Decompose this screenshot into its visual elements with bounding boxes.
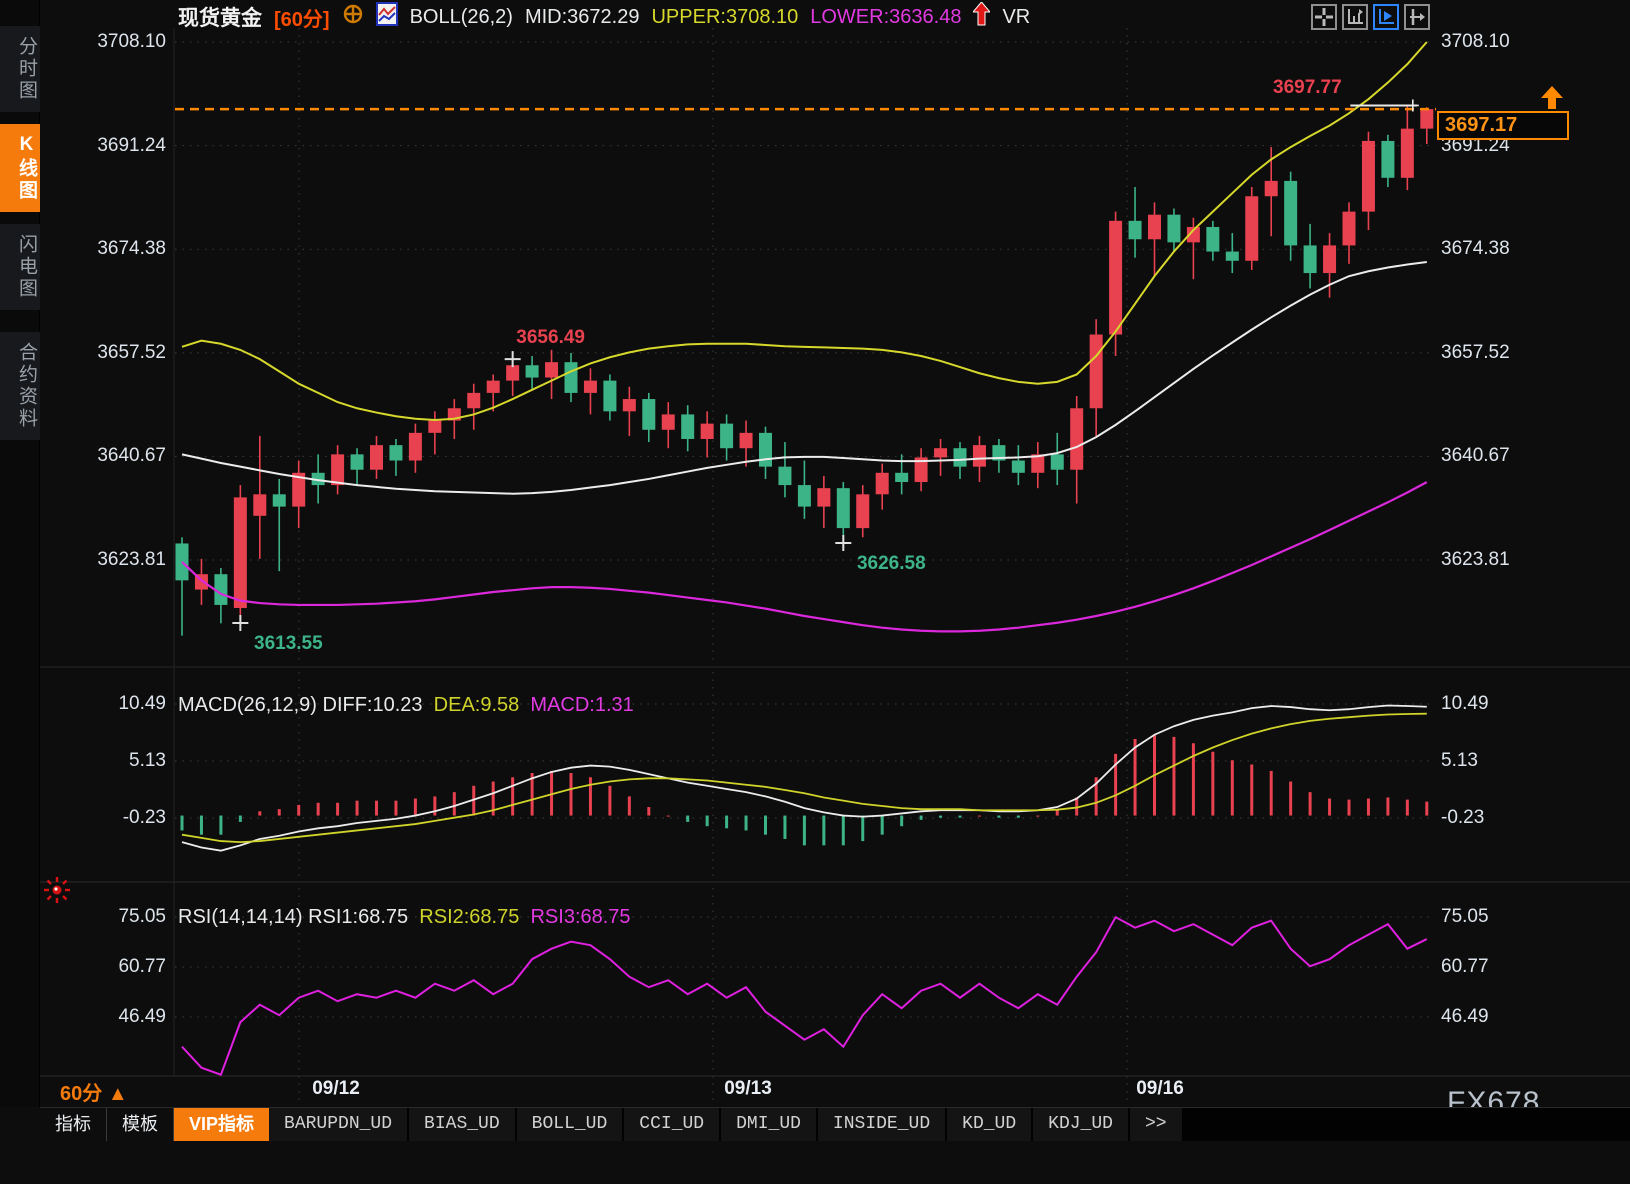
tab-cci-ud[interactable]: CCI_UD <box>624 1108 720 1141</box>
tab-inside-ud[interactable]: INSIDE_UD <box>817 1108 946 1141</box>
move-crosshair-icon[interactable] <box>1311 4 1337 30</box>
axis-scale-icon[interactable] <box>1342 4 1368 30</box>
timeframe-up-triangle-icon: ▲ <box>107 1083 128 1105</box>
tab-指标[interactable]: 指标 <box>40 1108 107 1141</box>
axis-play-icon[interactable] <box>1373 4 1399 30</box>
boll-mid-value: MID:3672.29 <box>524 5 640 28</box>
boll-upper-value: UPPER:3708.10 <box>651 5 799 28</box>
sidebar-item-2[interactable]: 闪电图 <box>0 224 40 310</box>
indicator-tab-bar: 指标 模板 VIP指标 BARUPDN_UD BIAS_UD BOLL_UD CCI_UD D… <box>40 1107 1630 1141</box>
timeframe-tag[interactable]: [60分] <box>274 8 330 31</box>
target-icon[interactable] <box>342 3 364 31</box>
tab-dmi-ud[interactable]: DMI_UD <box>721 1108 816 1141</box>
up-arrow-icon <box>972 1 992 32</box>
chart-header: 现货黄金 [60分] BOLL(26,2) MID:3672.29 UPPER:… <box>178 1 1031 32</box>
chart-toolbar <box>1311 4 1430 30</box>
tab-vip指标[interactable]: VIP指标 <box>174 1108 270 1141</box>
timeframe-indicator[interactable]: 60分 ▲ <box>60 1077 128 1106</box>
symbol-name: 现货黄金 <box>178 7 262 30</box>
tab-boll-ud[interactable]: BOLL_UD <box>516 1108 623 1141</box>
alert-sun-icon[interactable] <box>43 876 71 909</box>
boll-indicator-title: BOLL(26,2) <box>409 5 513 28</box>
tab-bias-ud[interactable]: BIAS_UD <box>409 1108 515 1141</box>
sidebar-item-3[interactable]: 合约资料 <box>0 332 40 440</box>
timeframe-label[interactable]: 60分 <box>60 1083 103 1105</box>
sidebar-item-0[interactable]: 分时图 <box>0 26 40 112</box>
boll-lower-value: LOWER:3636.48 <box>810 5 962 28</box>
current-price-tag: 3697.17 <box>1437 111 1569 140</box>
tab-kd-ud[interactable]: KD_UD <box>947 1108 1032 1141</box>
vr-indicator-label[interactable]: VR <box>1002 5 1031 28</box>
tab-kdj-ud[interactable]: KDJ_UD <box>1033 1108 1128 1141</box>
sidebar-item-1[interactable]: K线图 <box>0 124 40 212</box>
chart-type-sidebar: 分时图 K线图闪电图合约资料 <box>0 0 40 1107</box>
tab--[interactable]: >> <box>1129 1108 1182 1141</box>
tab-模板[interactable]: 模板 <box>107 1108 174 1141</box>
price-up-arrow-icon <box>1541 86 1563 115</box>
mini-chart-icon[interactable] <box>375 2 398 32</box>
pan-right-icon[interactable] <box>1404 4 1430 30</box>
tab-barupdn-ud[interactable]: BARUPDN_UD <box>269 1108 408 1141</box>
